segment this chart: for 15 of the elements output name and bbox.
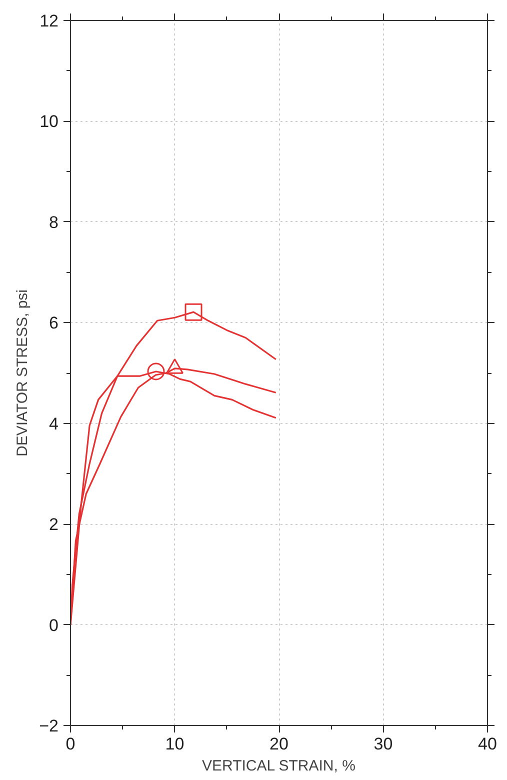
x-tick-label: 10 <box>165 734 184 754</box>
y-tick-label: 2 <box>49 515 59 534</box>
y-tick-label: 10 <box>40 112 59 132</box>
y-tick-label: −2 <box>39 716 59 736</box>
y-tick-label: 12 <box>40 12 59 30</box>
y-axis-title: DEVIATOR STRESS, psi <box>14 289 32 456</box>
x-axis-title: VERTICAL STRAIN, % <box>202 758 356 774</box>
x-tick-label: 40 <box>478 734 497 754</box>
y-tick-label: 4 <box>49 414 59 434</box>
y-tick-label: 6 <box>49 314 59 333</box>
y-tick-label: 8 <box>49 212 59 232</box>
x-tick-label: 0 <box>66 734 76 754</box>
y-tick-label: 0 <box>49 616 59 635</box>
x-tick-label: 30 <box>374 734 393 754</box>
x-tick-label: 20 <box>270 734 288 754</box>
